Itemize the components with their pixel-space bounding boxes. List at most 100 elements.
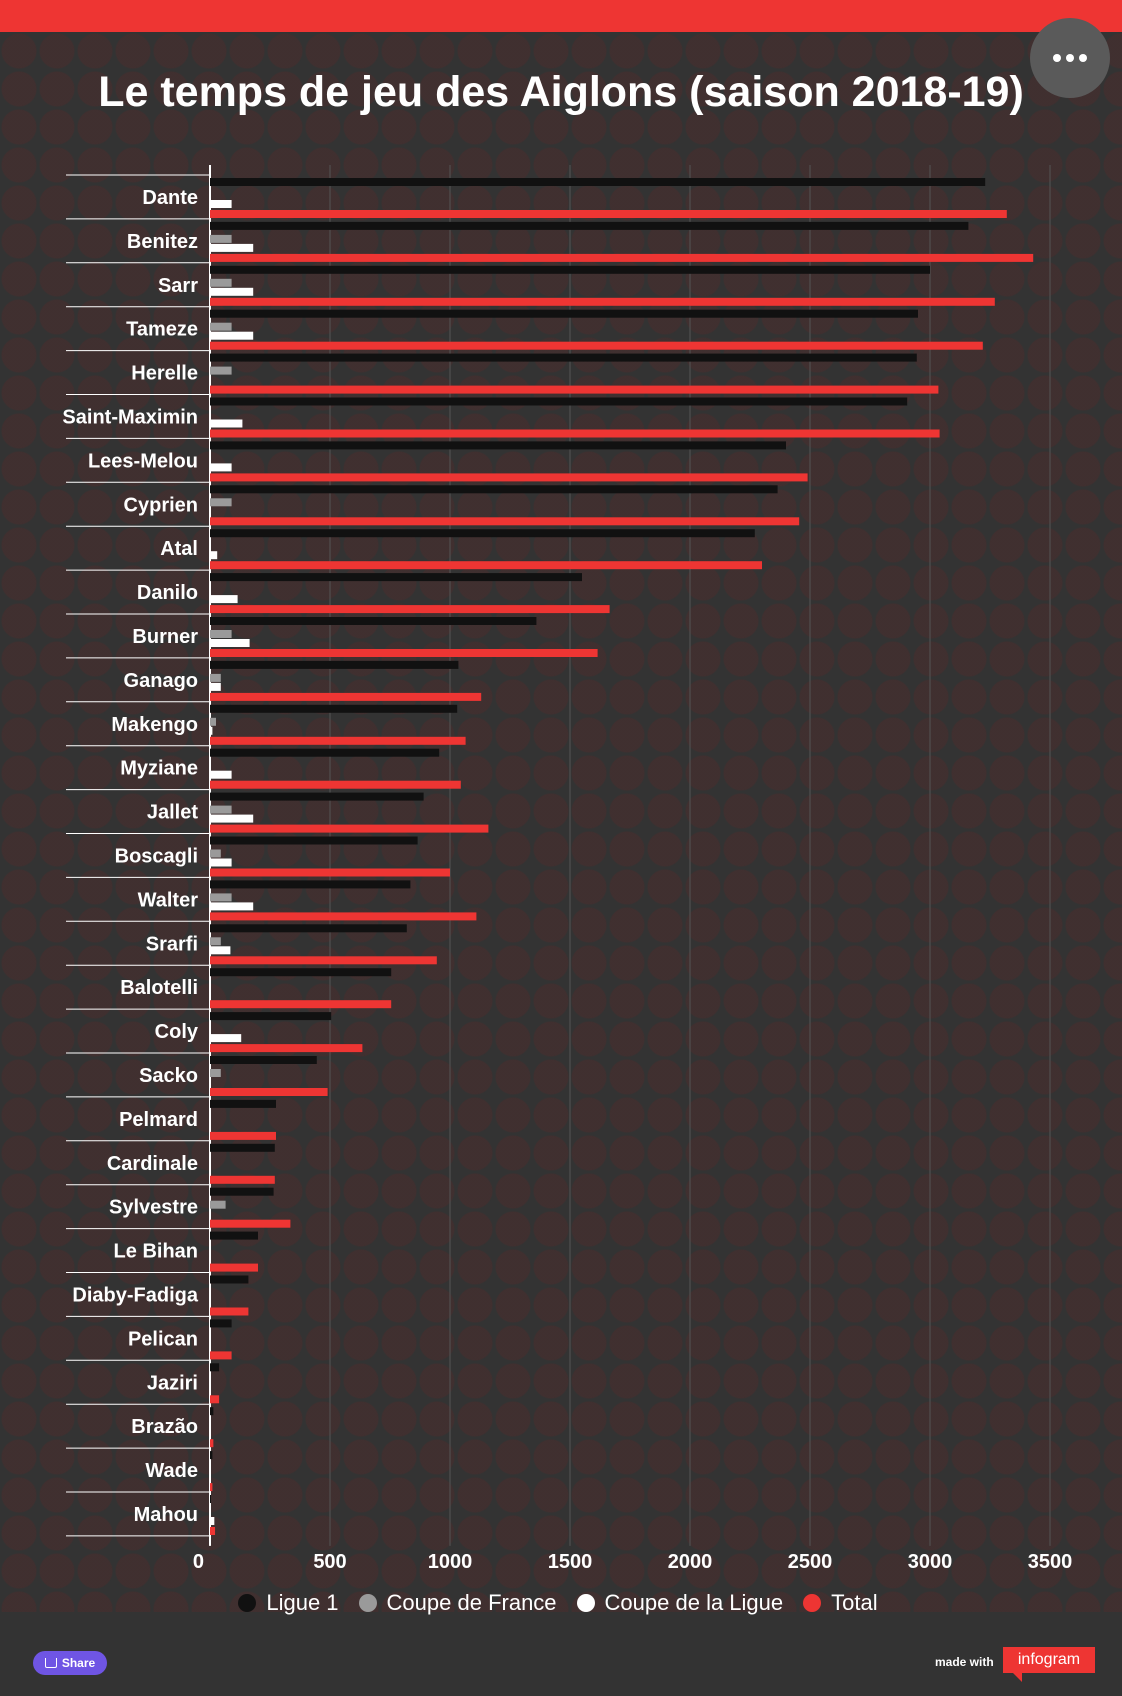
category-label: Sacko (139, 1065, 198, 1087)
bar-total (210, 1000, 392, 1009)
bar-coupe-de-france (210, 1200, 226, 1209)
bar-ligue-1 (210, 748, 440, 757)
bar-ligue-1 (210, 178, 986, 186)
chart-title: Le temps de jeu des Aiglons (saison 2018… (98, 68, 1024, 116)
bar-ligue-1 (210, 1187, 274, 1196)
bar-total (210, 341, 983, 350)
legend-item-coupe-de-france[interactable]: Coupe de France (358, 1590, 557, 1616)
bar-total (210, 1439, 214, 1448)
infogram-logo[interactable]: infogram (1003, 1647, 1095, 1673)
more-options-button[interactable] (1030, 18, 1110, 98)
bar-total (210, 956, 437, 965)
category-label: Jallet (147, 802, 198, 824)
category-label: Atal (160, 538, 198, 560)
bar-coupe-de-france (210, 673, 221, 682)
category-label: Makengo (111, 714, 198, 736)
category-label: Burner (132, 626, 198, 648)
bar-total (210, 1527, 216, 1535)
bar-ligue-1 (210, 397, 908, 406)
category-label: Balotelli (120, 977, 198, 999)
category-label: Mahou (134, 1504, 198, 1526)
category-label: Saint-Maximin (62, 407, 198, 429)
bar-ligue-1 (210, 968, 392, 977)
category-label: Cardinale (107, 1153, 198, 1175)
bar-coupe-de-france (210, 278, 232, 287)
bar-total (210, 1263, 258, 1272)
bar-ligue-1 (210, 1056, 317, 1064)
bar-coupe-de-la-ligue (210, 726, 213, 735)
x-tick-label: 1000 (428, 1551, 473, 1573)
bar-ligue-1 (210, 880, 411, 889)
x-tick-label: 3000 (908, 1551, 953, 1573)
x-tick-label: 3500 (1028, 1551, 1073, 1573)
bar-coupe-de-france (210, 498, 232, 507)
bar-ligue-1 (210, 1143, 275, 1152)
bar-total (210, 824, 489, 833)
bar-ligue-1 (210, 221, 969, 230)
legend-label: Total (831, 1590, 878, 1615)
dot-icon (1053, 54, 1061, 62)
bar-total (210, 868, 450, 877)
bar-total (210, 1483, 213, 1492)
bar-coupe-de-la-ligue (210, 858, 232, 867)
category-label: Cyprien (124, 494, 198, 516)
bar-total (210, 1088, 328, 1096)
legend-swatch-total (803, 1594, 822, 1612)
bar-total (210, 253, 1034, 262)
bar-coupe-de-la-ligue (210, 331, 254, 340)
bar-total (210, 605, 610, 614)
category-label: Danilo (137, 582, 198, 604)
bar-ligue-1 (210, 1363, 220, 1372)
infogram-logo-tail (1012, 1672, 1022, 1682)
bar-total (210, 297, 995, 306)
category-label: Myziane (120, 758, 198, 780)
bar-total (210, 429, 940, 438)
bar-ligue-1 (210, 704, 458, 713)
bar-coupe-de-france (210, 630, 232, 638)
bar-total (210, 473, 808, 482)
bar-ligue-1 (210, 1275, 249, 1284)
share-button[interactable]: Share (33, 1651, 107, 1675)
category-label: Sarr (158, 275, 198, 297)
legend-item-total[interactable]: Total (803, 1590, 878, 1616)
category-label: Lees-Melou (88, 450, 198, 472)
legend-item-ligue-1[interactable]: Ligue 1 (238, 1590, 339, 1616)
bar-ligue-1 (210, 1451, 213, 1460)
category-label: Jaziri (147, 1372, 198, 1394)
category-label: Sylvestre (109, 1197, 198, 1219)
x-tick-label: 1500 (548, 1551, 593, 1573)
bar-coupe-de-la-ligue (210, 639, 250, 647)
bar-coupe-de-france (210, 849, 221, 858)
bar-coupe-de-france (210, 805, 232, 814)
legend-item-coupe-de-la-ligue[interactable]: Coupe de la Ligue (576, 1590, 784, 1616)
bar-total (210, 780, 461, 789)
category-label: Tameze (126, 319, 198, 341)
bar-coupe-de-la-ligue (210, 551, 218, 560)
bar-ligue-1 (210, 1012, 332, 1021)
legend-label: Coupe de la Ligue (604, 1590, 784, 1615)
bar-coupe-de-la-ligue (210, 682, 221, 691)
bar-total (210, 912, 477, 921)
bar-coupe-de-la-ligue (210, 243, 254, 252)
category-label: Srarfi (146, 933, 198, 955)
bar-coupe-de-la-ligue (210, 770, 232, 779)
legend-label: Ligue 1 (266, 1590, 339, 1615)
bar-ligue-1 (210, 529, 755, 538)
bar-total (210, 517, 800, 526)
category-label: Benitez (127, 231, 198, 253)
made-with-text: made with (935, 1655, 994, 1669)
category-label: Pelmard (119, 1109, 198, 1131)
bar-ligue-1 (210, 1407, 214, 1416)
category-label: Wade (145, 1460, 198, 1482)
dot-icon (1066, 54, 1074, 62)
x-tick-label: 500 (313, 1551, 346, 1573)
legend-swatch-coupe-de-la-ligue (576, 1594, 595, 1612)
bar-coupe-de-france (210, 1069, 221, 1077)
bar-ligue-1 (210, 573, 582, 582)
category-label: Pelican (128, 1328, 198, 1350)
category-label: Diaby-Fadiga (72, 1285, 198, 1307)
bar-total (210, 1351, 232, 1360)
bar-coupe-de-la-ligue (210, 902, 254, 911)
background-pattern (0, 32, 1122, 1612)
legend-swatch-ligue-1 (238, 1594, 257, 1612)
